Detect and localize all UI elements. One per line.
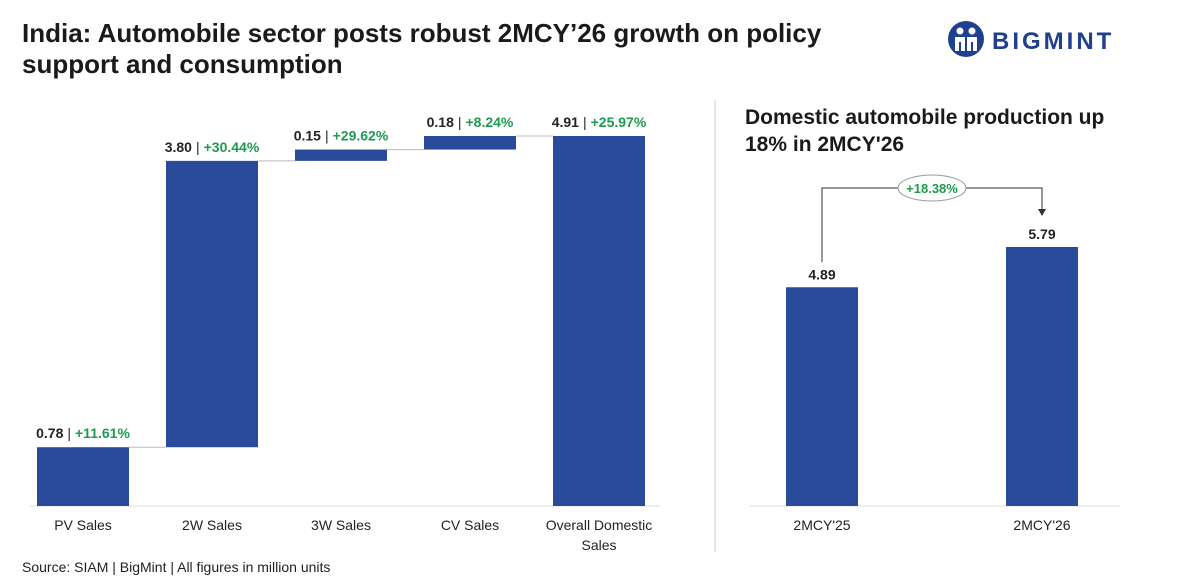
bar (295, 149, 387, 161)
bar (424, 136, 516, 150)
value-text: 0.78 (36, 425, 63, 441)
annotation-bubble (897, 174, 967, 202)
x-tick-label: PV Sales (54, 517, 112, 533)
growth-label: +11.61% (75, 425, 130, 441)
x-tick-label: Overall Domestic Sales (545, 517, 653, 553)
x-tick-label: 2MCY'25 (793, 517, 851, 533)
value-label: 0.18 | +8.24% (427, 114, 514, 130)
growth-label: +29.62% (333, 128, 389, 144)
value-label: 0.78 | +11.61% (36, 425, 130, 441)
bar (553, 136, 645, 506)
growth-label: +25.97% (591, 114, 647, 130)
bar (166, 160, 258, 448)
logo-text: BIGMINT (992, 28, 1114, 55)
chart-title: Domestic automobile production up 18% in… (745, 106, 1105, 156)
separator: | (583, 114, 587, 130)
value-text: 3.80 (165, 139, 192, 155)
annotation: +18.38% (906, 181, 958, 196)
value-label: 4.91 | +25.97% (552, 114, 647, 130)
x-tick-label: 2MCY'26 (1013, 517, 1071, 533)
value-label: 5.79 (1028, 226, 1055, 242)
x-tick-label: 3W Sales (311, 517, 371, 533)
growth-label: +30.44% (204, 139, 260, 155)
logo: BIGMINT (948, 21, 1114, 57)
value-label: 0.15 | +29.62% (294, 128, 389, 144)
separator: | (325, 128, 329, 144)
source-note: Source: SIAM | BigMint | All figures in … (22, 559, 331, 575)
value-label: 4.89 (808, 266, 835, 282)
bar (786, 287, 858, 506)
value-text: 4.91 (552, 114, 579, 130)
logo-icon (948, 21, 984, 57)
separator: | (458, 114, 462, 130)
x-tick-label: 2W Sales (182, 517, 242, 533)
page-title: India: Automobile sector posts robust 2M… (22, 18, 822, 79)
separator: | (196, 139, 200, 155)
value-text: 0.18 (427, 114, 454, 130)
value-text: 0.15 (294, 128, 321, 144)
bar (1006, 247, 1078, 506)
value-label: 3.80 | +30.44% (165, 139, 260, 155)
separator: | (67, 425, 71, 441)
growth-label: +8.24% (466, 114, 514, 130)
bar (37, 447, 129, 506)
x-tick-label: CV Sales (440, 517, 500, 533)
